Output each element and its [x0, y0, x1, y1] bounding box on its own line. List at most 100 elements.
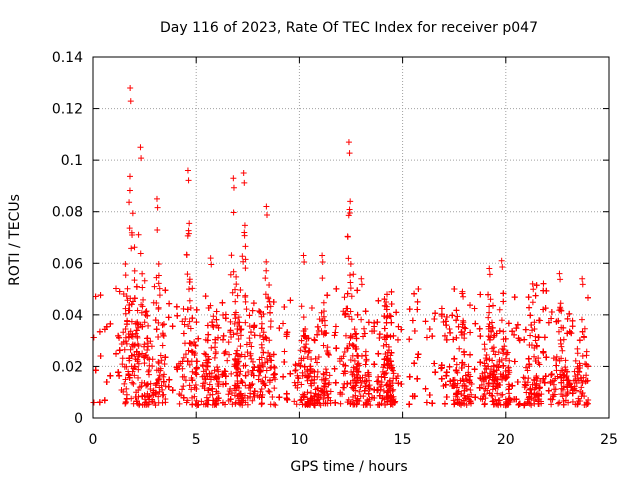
- data-point: [242, 319, 249, 326]
- data-point: [153, 195, 160, 202]
- data-point: [184, 232, 191, 239]
- data-point: [129, 368, 136, 375]
- data-point: [375, 377, 382, 384]
- data-point: [555, 328, 562, 335]
- data-point: [386, 383, 393, 390]
- data-point: [535, 355, 542, 362]
- data-point: [144, 335, 151, 342]
- data-point: [395, 323, 402, 330]
- data-point: [148, 343, 155, 350]
- data-point: [378, 400, 385, 407]
- data-point: [209, 385, 216, 392]
- data-point: [101, 397, 108, 404]
- data-point: [560, 372, 567, 379]
- data-point: [185, 227, 192, 234]
- data-point: [525, 355, 532, 362]
- data-point: [207, 391, 214, 398]
- data-point: [294, 384, 301, 391]
- data-point: [485, 291, 492, 298]
- data-point: [161, 361, 168, 368]
- data-point: [459, 290, 466, 297]
- data-point: [383, 369, 390, 376]
- data-point: [179, 358, 186, 365]
- data-point: [230, 175, 237, 182]
- data-point: [532, 292, 539, 299]
- data-point: [309, 396, 316, 403]
- data-point: [454, 313, 461, 320]
- data-point: [207, 255, 214, 262]
- data-point: [541, 334, 548, 341]
- data-point: [572, 401, 579, 408]
- data-point: [481, 360, 488, 367]
- data-point: [446, 363, 453, 370]
- data-point: [354, 287, 361, 294]
- data-point: [202, 375, 209, 382]
- data-point: [189, 394, 196, 401]
- data-point: [307, 363, 314, 370]
- data-point: [499, 376, 506, 383]
- data-point: [119, 361, 126, 368]
- data-point: [141, 277, 148, 284]
- data-point: [498, 317, 505, 324]
- data-point: [120, 339, 127, 346]
- x-tick-label: 15: [394, 432, 412, 448]
- data-point: [429, 400, 436, 407]
- data-point: [262, 334, 269, 341]
- data-point: [545, 319, 552, 326]
- data-point: [119, 355, 126, 362]
- data-point: [295, 360, 302, 367]
- data-point: [155, 280, 162, 287]
- data-point: [303, 341, 310, 348]
- data-point: [340, 353, 347, 360]
- data-point: [443, 394, 450, 401]
- data-point: [492, 351, 499, 358]
- data-point: [500, 298, 507, 305]
- data-point: [186, 361, 193, 368]
- y-tick-label: 0.08: [52, 205, 83, 221]
- data-point: [312, 390, 319, 397]
- data-point: [409, 393, 416, 400]
- data-point: [186, 279, 193, 286]
- data-point: [139, 270, 146, 277]
- data-point: [353, 330, 360, 337]
- data-point: [258, 386, 265, 393]
- data-point: [453, 317, 460, 324]
- data-point: [230, 268, 237, 275]
- data-point: [461, 382, 468, 389]
- data-point: [270, 299, 277, 306]
- data-point: [538, 391, 545, 398]
- data-point: [131, 295, 138, 302]
- data-point: [238, 351, 245, 358]
- data-point: [319, 275, 326, 282]
- data-point: [467, 329, 474, 336]
- data-point: [344, 290, 351, 297]
- data-point: [235, 314, 242, 321]
- data-point: [431, 315, 438, 322]
- data-point: [147, 338, 154, 345]
- data-point: [523, 389, 530, 396]
- data-point: [294, 372, 301, 379]
- data-point: [324, 292, 331, 299]
- data-point: [188, 386, 195, 393]
- data-point: [169, 323, 176, 330]
- data-point: [574, 345, 581, 352]
- data-point: [248, 371, 255, 378]
- data-point: [318, 309, 325, 316]
- data-point: [130, 298, 137, 305]
- data-point: [568, 330, 575, 337]
- data-point: [530, 376, 537, 383]
- data-point: [342, 370, 349, 377]
- data-point: [344, 305, 351, 312]
- data-point: [559, 347, 566, 354]
- data-point: [184, 306, 191, 313]
- data-point: [321, 329, 328, 336]
- data-point: [357, 393, 364, 400]
- data-point: [375, 350, 382, 357]
- data-point: [120, 388, 127, 395]
- data-point: [235, 358, 242, 365]
- data-point: [257, 368, 264, 375]
- data-point: [225, 397, 232, 404]
- data-point: [161, 371, 168, 378]
- data-point: [204, 337, 211, 344]
- data-point: [232, 298, 239, 305]
